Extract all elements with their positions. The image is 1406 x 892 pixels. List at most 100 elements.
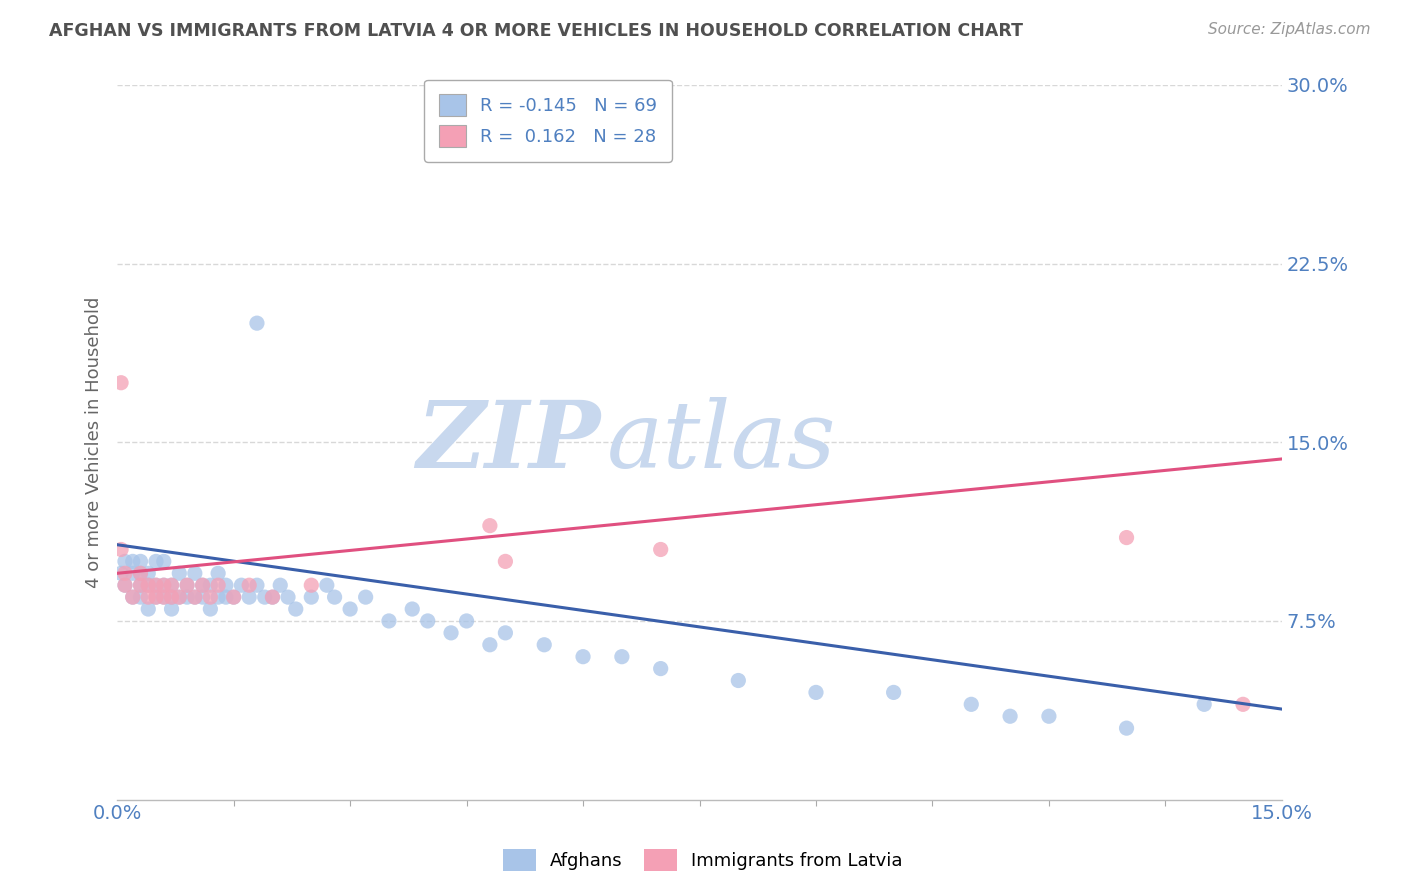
Point	[200, 602, 222, 616]
Point	[160, 578, 183, 592]
Point	[160, 578, 183, 592]
Legend: Afghans, Immigrants from Latvia: Afghans, Immigrants from Latvia	[496, 842, 910, 879]
Point	[114, 578, 136, 592]
Point	[136, 590, 159, 604]
Point	[222, 590, 245, 604]
Point	[960, 698, 983, 712]
Point	[1232, 698, 1254, 712]
Point	[200, 590, 222, 604]
Point	[129, 566, 152, 581]
Point	[494, 554, 516, 568]
Point	[231, 578, 253, 592]
Point	[1192, 698, 1215, 712]
Point	[129, 566, 152, 581]
Point	[478, 638, 501, 652]
Point	[136, 578, 159, 592]
Point	[145, 578, 167, 592]
Point	[145, 554, 167, 568]
Point	[610, 649, 633, 664]
Point	[129, 590, 152, 604]
Point	[169, 590, 191, 604]
Point	[191, 578, 214, 592]
Point	[246, 578, 269, 592]
Point	[152, 554, 174, 568]
Point	[998, 709, 1021, 723]
Point	[114, 566, 136, 581]
Point	[215, 578, 238, 592]
Point	[456, 614, 478, 628]
Point	[1038, 709, 1060, 723]
Point	[110, 566, 132, 581]
Point	[284, 602, 307, 616]
Point	[238, 578, 260, 592]
Point	[416, 614, 439, 628]
Point	[136, 566, 159, 581]
Text: Source: ZipAtlas.com: Source: ZipAtlas.com	[1208, 22, 1371, 37]
Point	[191, 590, 214, 604]
Point	[277, 590, 299, 604]
Point	[121, 566, 143, 581]
Point	[262, 590, 284, 604]
Point	[184, 590, 207, 604]
Point	[478, 518, 501, 533]
Point	[152, 590, 174, 604]
Point	[191, 578, 214, 592]
Text: atlas: atlas	[606, 397, 835, 487]
Point	[152, 578, 174, 592]
Point	[184, 566, 207, 581]
Point	[200, 578, 222, 592]
Point	[110, 376, 132, 390]
Text: ZIP: ZIP	[416, 397, 600, 487]
Point	[1115, 531, 1137, 545]
Y-axis label: 4 or more Vehicles in Household: 4 or more Vehicles in Household	[86, 297, 103, 588]
Point	[323, 590, 346, 604]
Point	[494, 625, 516, 640]
Point	[299, 590, 322, 604]
Point	[299, 578, 322, 592]
Point	[129, 554, 152, 568]
Point	[378, 614, 401, 628]
Point	[727, 673, 749, 688]
Point	[136, 578, 159, 592]
Point	[238, 590, 260, 604]
Point	[121, 590, 143, 604]
Point	[152, 578, 174, 592]
Point	[145, 578, 167, 592]
Point	[339, 602, 361, 616]
Point	[215, 590, 238, 604]
Point	[160, 602, 183, 616]
Point	[401, 602, 423, 616]
Point	[121, 590, 143, 604]
Point	[114, 578, 136, 592]
Point	[207, 566, 229, 581]
Point	[354, 590, 377, 604]
Point	[152, 590, 174, 604]
Point	[160, 590, 183, 604]
Point	[129, 578, 152, 592]
Point	[184, 590, 207, 604]
Point	[176, 578, 198, 592]
Point	[129, 578, 152, 592]
Point	[169, 566, 191, 581]
Point	[207, 590, 229, 604]
Point	[315, 578, 337, 592]
Point	[883, 685, 905, 699]
Point	[253, 590, 276, 604]
Point	[176, 590, 198, 604]
Point	[804, 685, 827, 699]
Point	[114, 554, 136, 568]
Point	[440, 625, 463, 640]
Point	[269, 578, 291, 592]
Point	[160, 590, 183, 604]
Point	[533, 638, 555, 652]
Text: AFGHAN VS IMMIGRANTS FROM LATVIA 4 OR MORE VEHICLES IN HOUSEHOLD CORRELATION CHA: AFGHAN VS IMMIGRANTS FROM LATVIA 4 OR MO…	[49, 22, 1024, 40]
Point	[572, 649, 595, 664]
Point	[169, 590, 191, 604]
Point	[207, 578, 229, 592]
Point	[176, 578, 198, 592]
Point	[246, 316, 269, 330]
Point	[650, 662, 672, 676]
Legend: R = -0.145   N = 69, R =  0.162   N = 28: R = -0.145 N = 69, R = 0.162 N = 28	[425, 79, 672, 161]
Point	[145, 590, 167, 604]
Point	[145, 590, 167, 604]
